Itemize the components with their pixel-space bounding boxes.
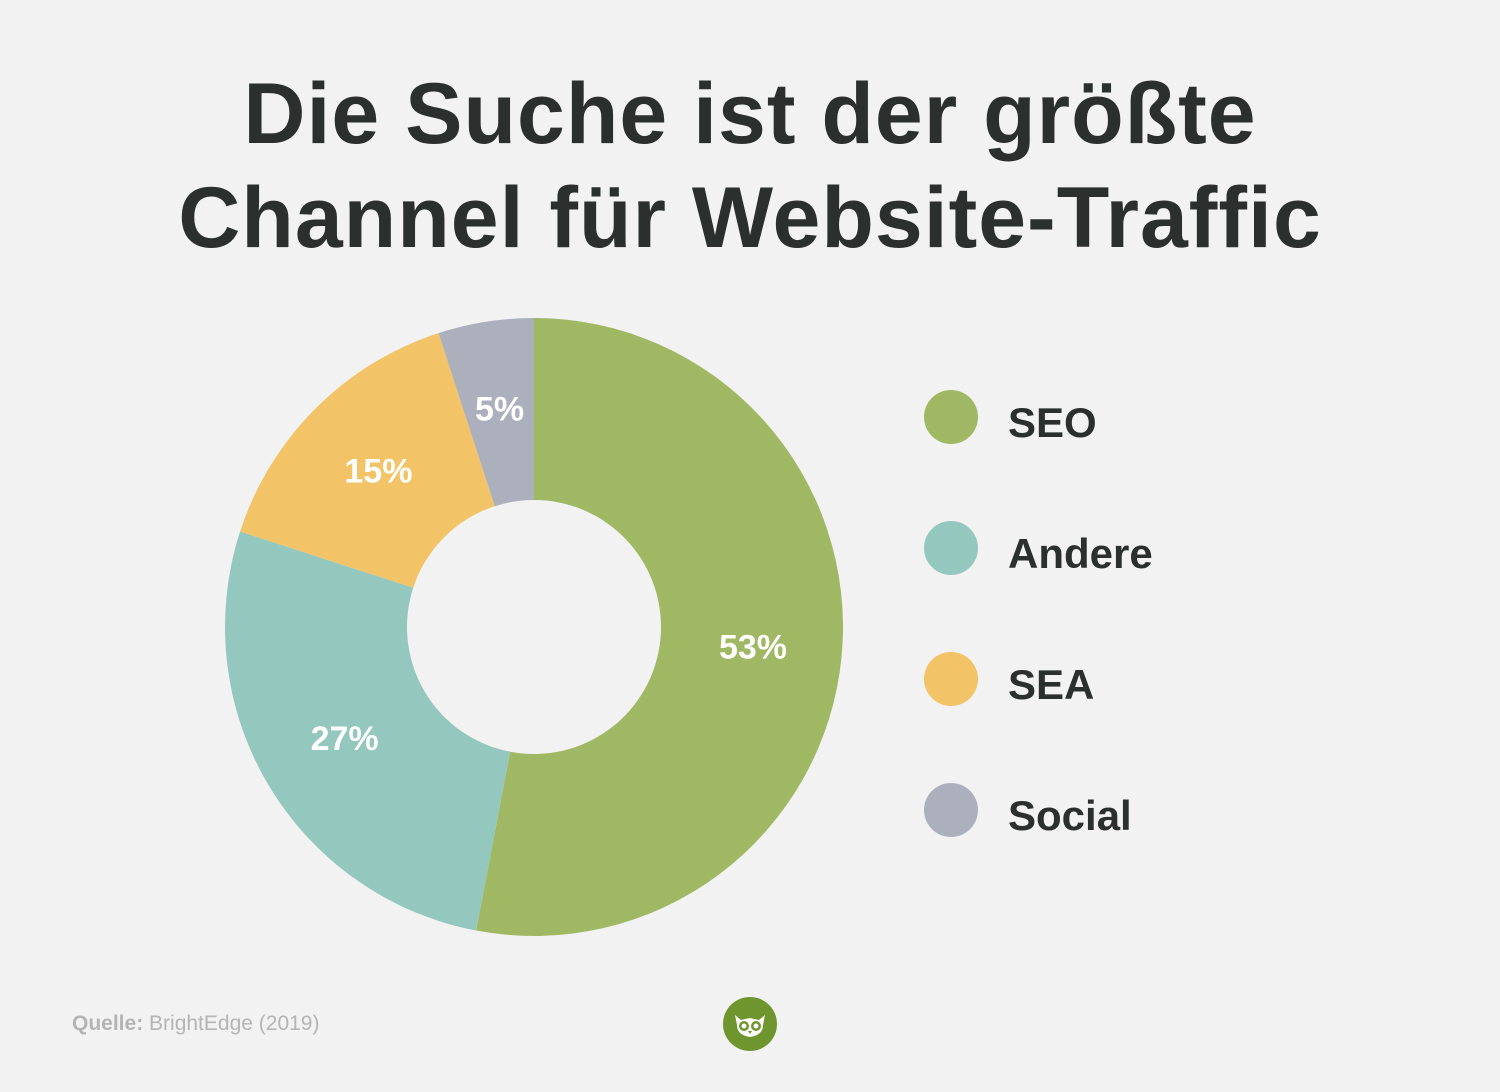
legend-item-andere: Andere — [924, 521, 1324, 577]
chart-title-line-1: Die Suche ist der größte — [243, 66, 1257, 162]
slice-value-label-sea: 15% — [344, 452, 412, 490]
donut-slice-andere — [224, 531, 511, 931]
slice-value-label-andere: 27% — [311, 720, 379, 758]
chart-title-line-2: Channel für Website-Traffic — [178, 170, 1322, 266]
legend-swatch-andere — [924, 521, 978, 575]
donut-slice-social — [438, 318, 534, 507]
legend-item-sea: SEA — [924, 652, 1324, 708]
owl-logo — [723, 997, 777, 1051]
legend-item-social: Social — [924, 783, 1324, 839]
source-value: BrightEdge (2019) — [149, 1012, 320, 1035]
legend-swatch-social — [924, 783, 978, 837]
legend-label-sea: SEA — [1008, 661, 1095, 708]
donut-slice-seo — [476, 318, 843, 936]
donut-slice-sea — [240, 333, 495, 588]
slice-value-label-social: 5% — [475, 391, 524, 429]
legend-swatch-sea — [924, 652, 978, 706]
legend-label-social: Social — [1008, 792, 1132, 839]
owl-icon — [735, 1015, 765, 1037]
legend-label-andere: Andere — [1008, 530, 1153, 577]
legend-swatch-seo — [924, 390, 978, 444]
source-note: Quelle: BrightEdge (2019) — [72, 1012, 319, 1036]
slice-value-label-seo: 53% — [719, 629, 787, 667]
source-key: Quelle: — [72, 1012, 144, 1035]
chart-title: Die Suche ist der größte Channel für Web… — [0, 62, 1500, 270]
legend-label-seo: SEO — [1008, 399, 1097, 446]
legend-item-seo: SEO — [924, 390, 1324, 446]
